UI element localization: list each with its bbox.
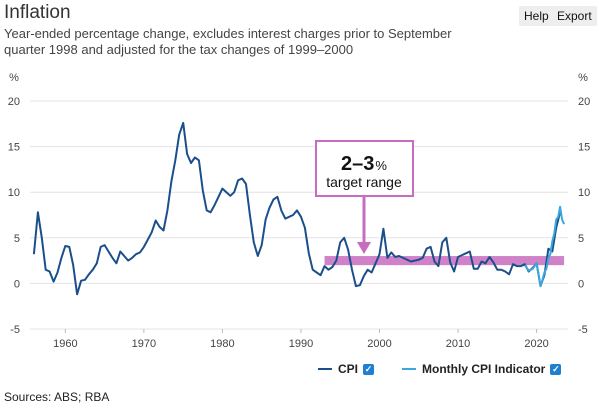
grid-lines [30,100,568,333]
series-layer [32,121,566,296]
legend-cpi[interactable]: CPI ✓ [318,362,375,376]
y-tick-label-left: 5 [14,233,20,245]
chart-title: Inflation [4,2,71,23]
x-tick-label: 2010 [446,338,470,350]
legend-cpi-label: CPI [338,362,359,376]
export-button[interactable]: Export [552,6,597,26]
x-tick-label: 1990 [289,338,313,350]
y-tick-label-right: 0 [578,278,584,290]
x-tick-label: 1970 [132,338,156,350]
target-band [324,256,565,266]
legend-monthly-cpi[interactable]: Monthly CPI Indicator ✓ [402,362,562,376]
cpi-series-line [32,121,562,296]
y-tick-label-right: 5 [578,233,584,245]
y-unit-left: % [9,72,19,84]
sources-note: Sources: ABS; RBA [4,390,110,404]
annotation-caption: target range [326,174,402,190]
chart-subtitle: Year-ended percentage change, excludes i… [4,26,452,57]
target-band-layer [324,256,565,266]
y-tick-label-left: 15 [8,142,20,154]
y-unit-right: % [578,72,588,84]
y-tick-label-left: 0 [14,278,20,290]
monthly-cpi-swatch [402,368,416,370]
y-tick-label-right: 15 [578,142,590,154]
legend-monthly-cpi-label: Monthly CPI Indicator [422,362,546,376]
y-tick-label-left: 20 [8,96,20,108]
y-tick-label-left: 10 [8,187,20,199]
x-tick-label: 1960 [53,338,77,350]
annotation-box [315,140,414,197]
x-tick-label: 2000 [367,338,391,350]
x-tick-label: 2020 [524,338,548,350]
help-button[interactable]: Help [519,6,554,26]
monthly-cpi-series-line [523,205,566,288]
y-tick-label-right: -5 [578,324,588,336]
x-tick-label: 1980 [210,338,234,350]
cpi-swatch [318,368,332,370]
annotation-range: 2–3% [341,153,387,175]
y-tick-label-left: -5 [10,324,20,336]
cpi-checkbox-icon[interactable]: ✓ [363,363,375,375]
monthly-cpi-checkbox-icon[interactable]: ✓ [550,363,562,375]
y-tick-label-right: 10 [578,187,590,199]
y-tick-label-right: 20 [578,96,590,108]
annotation-layer: 2–3% target range [315,140,414,254]
annotation-pointer-arrow [357,242,371,254]
